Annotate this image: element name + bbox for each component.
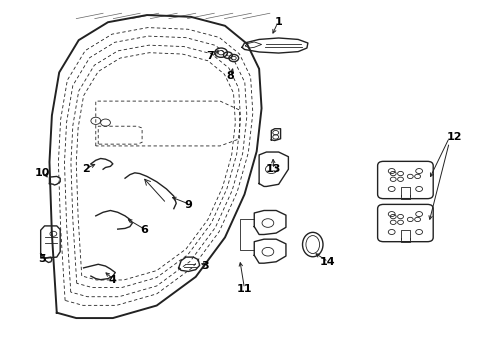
Text: 12: 12 <box>446 132 461 142</box>
Text: 6: 6 <box>141 225 148 235</box>
Text: 10: 10 <box>34 168 50 178</box>
Text: 14: 14 <box>319 257 334 267</box>
Text: 7: 7 <box>206 51 214 61</box>
Ellipse shape <box>302 232 323 257</box>
Text: 5: 5 <box>38 254 46 264</box>
Text: 4: 4 <box>109 275 117 285</box>
Text: 11: 11 <box>236 284 252 294</box>
FancyBboxPatch shape <box>377 161 432 199</box>
Text: 1: 1 <box>274 17 282 27</box>
Text: 2: 2 <box>82 164 90 174</box>
Text: 13: 13 <box>265 164 281 174</box>
Text: 8: 8 <box>225 71 233 81</box>
Text: 9: 9 <box>184 200 192 210</box>
Text: 3: 3 <box>201 261 209 271</box>
FancyBboxPatch shape <box>377 204 432 242</box>
Ellipse shape <box>305 235 319 253</box>
